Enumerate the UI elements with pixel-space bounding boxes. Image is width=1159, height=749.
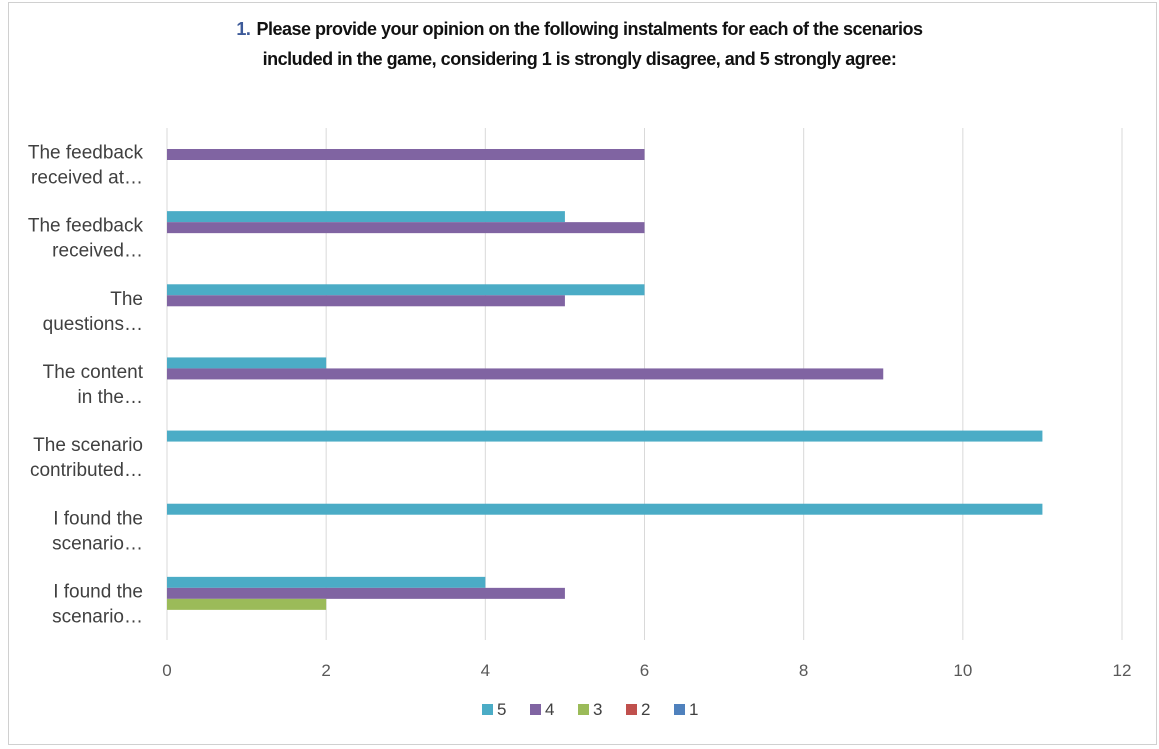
legend-swatch-1 [674, 704, 685, 715]
category-label: I found the scenario… [52, 581, 143, 627]
category-label-line: The feedback [28, 216, 144, 237]
title-text-2: included in the game, considering 1 is s… [262, 49, 897, 69]
category-label: The feedback received… [28, 216, 144, 262]
x-tick-label: 0 [162, 661, 171, 680]
legend-swatch-4 [530, 704, 541, 715]
legend-swatch-2 [626, 704, 637, 715]
title-line-2: included in the game, considering 1 is s… [0, 44, 1159, 74]
category-label-line: I found the [53, 581, 143, 602]
legend-label-4: 4 [545, 700, 554, 719]
legend-label-2: 2 [641, 700, 650, 719]
x-tick-label: 4 [481, 661, 490, 680]
bar-4-3 [167, 368, 884, 380]
legend-label-3: 3 [593, 700, 602, 719]
category-label-line: The feedback [28, 143, 144, 164]
x-tick-labels: 0 2 4 6 8 10 12 [162, 661, 1131, 680]
bar-5-1 [167, 211, 565, 223]
bar-5-4 [167, 430, 1043, 442]
bar-4-1 [167, 222, 645, 234]
category-label-line: scenario… [52, 533, 143, 554]
category-label-line: contributed… [30, 460, 143, 481]
legend-swatch-3 [578, 704, 589, 715]
category-label: The scenario contributed… [30, 435, 143, 481]
bar-5-5 [167, 503, 1043, 515]
legend-label-1: 1 [689, 700, 698, 719]
bar-5-2 [167, 284, 645, 296]
category-label: I found the scenario… [52, 508, 143, 554]
category-label-line: The [110, 289, 143, 310]
bar-4-0 [167, 149, 645, 160]
category-labels: The feedback received at… The feedback rece… [28, 143, 144, 628]
category-label-line: received at… [31, 168, 143, 189]
x-tick-label: 12 [1113, 661, 1132, 680]
chart-title: 1. Please provide your opinion on the fol… [0, 14, 1159, 74]
bar-5-3 [167, 357, 327, 369]
bar-5-6 [167, 576, 486, 588]
title-line-1: 1. Please provide your opinion on the fol… [0, 14, 1159, 44]
bar-4-6 [167, 587, 565, 599]
legend: 5 4 3 2 1 [482, 700, 698, 719]
category-label-line: questions… [43, 314, 143, 335]
category-label-line: The scenario [33, 435, 143, 456]
x-tick-label: 6 [640, 661, 649, 680]
category-label: The feedback received at… [28, 143, 144, 189]
category-label: The content in the… [43, 362, 144, 408]
bar-3-6 [167, 598, 327, 610]
category-label-line: I found the [53, 508, 143, 529]
legend-label-5: 5 [497, 700, 506, 719]
legend-swatch-5 [482, 704, 493, 715]
x-tick-label: 8 [799, 661, 808, 680]
bar-4-2 [167, 295, 565, 307]
bars [167, 149, 1043, 610]
category-label: The questions… [43, 289, 143, 335]
title-text-1: Please provide your opinion on the follo… [256, 19, 923, 39]
category-label-line: scenario… [52, 606, 143, 627]
category-label-line: The content [43, 362, 144, 383]
category-label-line: received… [52, 241, 143, 262]
x-tick-label: 2 [321, 661, 330, 680]
title-number: 1. [236, 19, 251, 39]
category-label-line: in the… [78, 387, 143, 408]
x-tick-label: 10 [953, 661, 972, 680]
gridlines [166, 128, 1123, 640]
